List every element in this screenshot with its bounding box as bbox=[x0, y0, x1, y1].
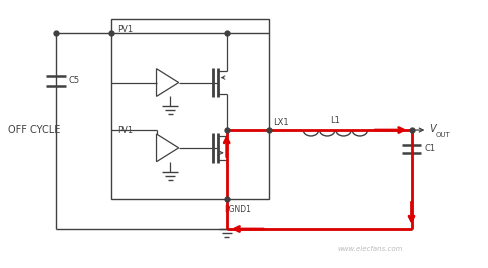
Text: OUT: OUT bbox=[435, 132, 450, 138]
Text: C5: C5 bbox=[69, 76, 80, 85]
Bar bbox=[111, 19, 269, 199]
Text: OFF CYCLE: OFF CYCLE bbox=[8, 125, 60, 135]
Text: L1: L1 bbox=[330, 116, 340, 125]
Text: www.elecfans.com: www.elecfans.com bbox=[337, 246, 403, 252]
Text: C1: C1 bbox=[425, 144, 435, 153]
Text: LX1: LX1 bbox=[273, 118, 289, 126]
Text: PGND1: PGND1 bbox=[224, 205, 252, 214]
Text: V: V bbox=[429, 124, 436, 134]
Text: PV1: PV1 bbox=[117, 25, 133, 34]
Text: PV1: PV1 bbox=[117, 125, 133, 135]
